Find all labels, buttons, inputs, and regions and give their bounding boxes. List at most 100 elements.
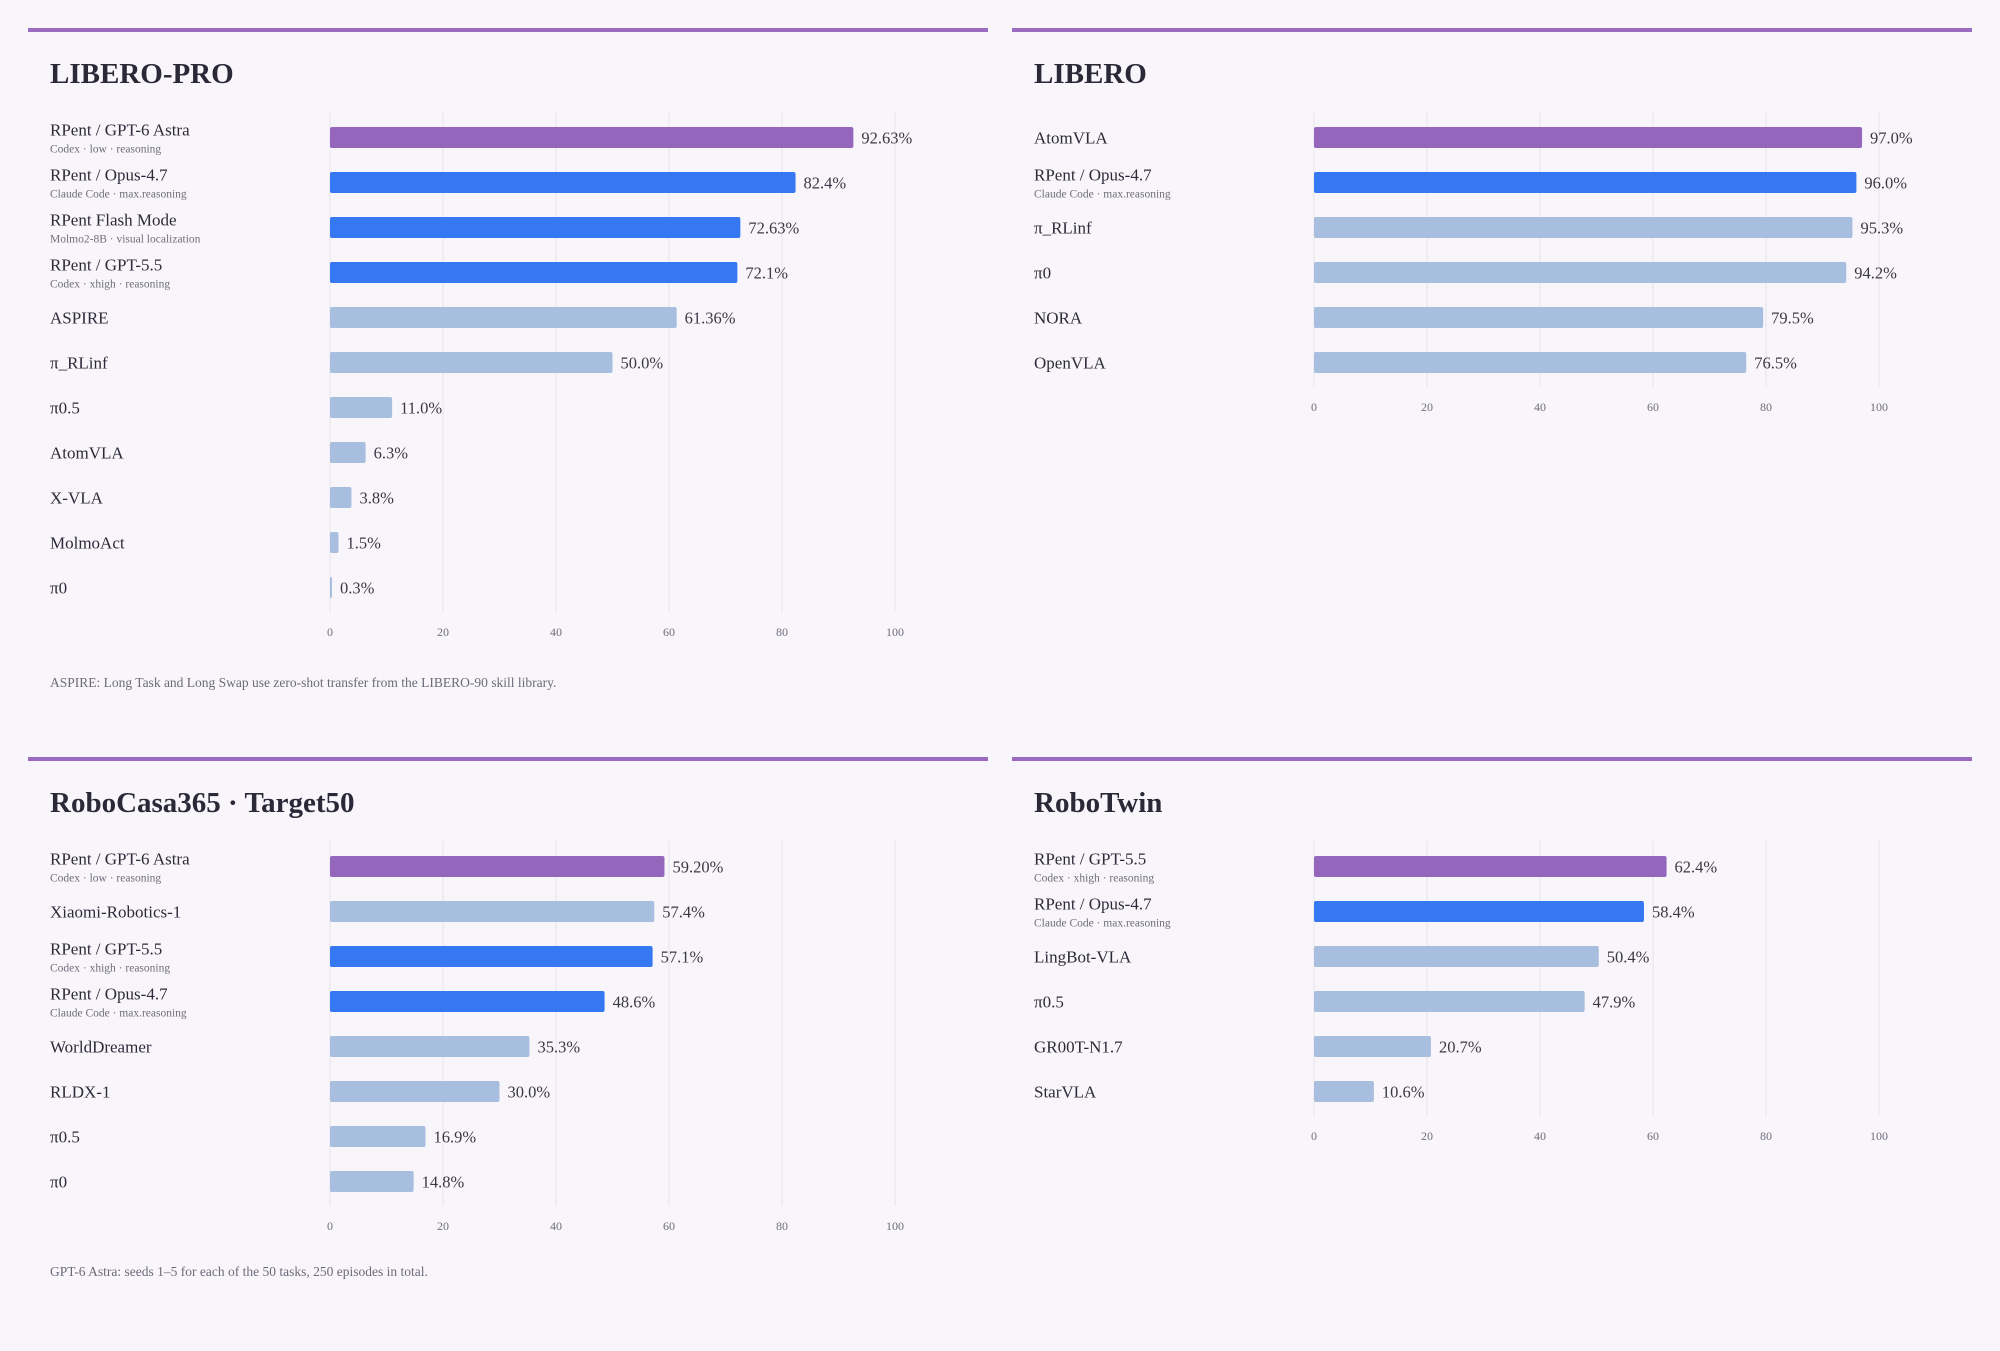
bar-label-0: π0 <box>1034 264 1051 283</box>
chart-robocasa365: 0 20 40 60 80 100 RPent / GPT-6 Astra Codex · l… <box>50 841 904 1233</box>
bar-rpent-flash-mode <box>330 217 741 238</box>
x-tick-label: 40 <box>550 1219 562 1233</box>
value-label-rpent-flash-mode: 72.63% <box>748 219 799 238</box>
value-label-molmoact: 1.5% <box>346 534 381 553</box>
x-tick-label: 80 <box>1760 400 1772 414</box>
panel-rule <box>1012 28 1972 32</box>
x-tick-label: 100 <box>1870 400 1888 414</box>
chart-footnote: GPT-6 Astra: seeds 1–5 for each of the 5… <box>50 1264 428 1279</box>
x-tick-label: 0 <box>327 625 333 639</box>
chart-title: LIBERO-PRO <box>50 58 234 90</box>
value-label-worlddreamer: 35.3% <box>537 1038 580 1057</box>
value-label-rpent-opus-4-7: 48.6% <box>613 993 656 1012</box>
value-label-atomvla: 97.0% <box>1870 129 1913 148</box>
bar-label-0-5: π0.5 <box>50 399 80 418</box>
x-tick-label: 100 <box>886 625 904 639</box>
x-tick-label: 20 <box>1421 400 1433 414</box>
bar-label-rpent-gpt-5-5: RPent / GPT-5.5 <box>1034 850 1146 869</box>
bar-label-0: π0 <box>50 1173 67 1192</box>
value-label-lingbot-vla: 50.4% <box>1607 948 1650 967</box>
bar-lingbot-vla <box>1314 946 1599 967</box>
bar-rlinf <box>1314 217 1853 238</box>
bar-label-rpent-opus-4-7: RPent / Opus-4.7 <box>1034 166 1152 185</box>
value-label-rpent-gpt-5-5: 72.1% <box>745 264 788 283</box>
bar-0 <box>1314 262 1847 283</box>
bar-sublabel-rpent-flash-mode: Molmo2-8B · visual localization <box>50 234 201 246</box>
bar-label-x-vla: X-VLA <box>50 489 104 508</box>
value-label-rldx-1: 30.0% <box>508 1083 551 1102</box>
x-tick-label: 60 <box>663 1219 675 1233</box>
bar-label-openvla: OpenVLA <box>1034 354 1106 373</box>
value-label-rlinf: 95.3% <box>1860 219 1903 238</box>
chart-panel-libero-pro: LIBERO-PRO 0 20 40 60 80 100 RPent / GPT-6 Ast… <box>28 28 988 708</box>
bar-0-5 <box>1314 991 1585 1012</box>
value-label-0-5: 11.0% <box>400 399 442 418</box>
value-label-gr00t-n1-7: 20.7% <box>1439 1038 1482 1057</box>
bar-openvla <box>1314 352 1747 373</box>
bar-rpent-gpt-5-5 <box>1314 856 1667 877</box>
value-label-rpent-gpt-6-astra: 92.63% <box>861 129 912 148</box>
value-label-0: 94.2% <box>1854 264 1897 283</box>
x-tick-label: 60 <box>1647 1129 1659 1143</box>
bar-sublabel-rpent-opus-4-7: Claude Code · max.reasoning <box>1034 189 1171 201</box>
bar-0-5 <box>330 397 393 418</box>
bar-0-5 <box>330 1126 426 1147</box>
x-tick-label: 40 <box>1534 400 1546 414</box>
bar-rpent-opus-4-7 <box>330 991 605 1012</box>
bar-sublabel-rpent-opus-4-7: Claude Code · max.reasoning <box>50 189 187 201</box>
bar-label-atomvla: AtomVLA <box>1034 129 1108 148</box>
chart-footnote: ASPIRE: Long Task and Long Swap use zero… <box>50 675 557 690</box>
bar-rlinf <box>330 352 613 373</box>
value-label-atomvla: 6.3% <box>374 444 409 463</box>
bar-0 <box>330 577 332 598</box>
value-label-rpent-opus-4-7: 96.0% <box>1864 174 1907 193</box>
bar-atomvla <box>330 442 366 463</box>
bar-label-0-5: π0.5 <box>1034 993 1064 1012</box>
x-tick-label: 80 <box>776 625 788 639</box>
bar-label-0: π0 <box>50 579 67 598</box>
bar-gr00t-n1-7 <box>1314 1036 1431 1057</box>
chart-title: RoboCasa365 · Target50 <box>50 787 355 819</box>
value-label-rpent-gpt-5-5: 57.1% <box>661 948 704 967</box>
bar-label-atomvla: AtomVLA <box>50 444 124 463</box>
x-tick-label: 40 <box>1534 1129 1546 1143</box>
bar-label-rpent-opus-4-7: RPent / Opus-4.7 <box>1034 895 1152 914</box>
value-label-0: 0.3% <box>340 579 375 598</box>
value-label-0-5: 47.9% <box>1593 993 1636 1012</box>
value-label-rpent-opus-4-7: 58.4% <box>1652 903 1695 922</box>
bar-rpent-gpt-6-astra <box>330 127 854 148</box>
chart-panel-libero: LIBERO 0 20 40 60 80 100 AtomVLA 97.0% RPent / O… <box>1012 28 1972 448</box>
bar-starvla <box>1314 1081 1374 1102</box>
bar-atomvla <box>1314 127 1863 148</box>
bar-label-rpent-opus-4-7: RPent / Opus-4.7 <box>50 985 168 1004</box>
bar-label-lingbot-vla: LingBot-VLA <box>1034 948 1132 967</box>
chart-robotwin: 0 20 40 60 80 100 RPent / GPT-5.5 Codex · xhigh… <box>1034 841 1888 1143</box>
panel-rule <box>28 28 988 32</box>
bar-sublabel-rpent-gpt-5-5: Codex · xhigh · reasoning <box>50 963 170 975</box>
value-label-xiaomi-robotics-1: 57.4% <box>662 903 705 922</box>
value-label-rpent-gpt-6-astra: 59.20% <box>672 858 723 877</box>
bar-sublabel-rpent-gpt-6-astra: Codex · low · reasoning <box>50 144 161 156</box>
value-label-x-vla: 3.8% <box>359 489 394 508</box>
x-tick-label: 40 <box>550 625 562 639</box>
bar-rpent-opus-4-7 <box>330 172 796 193</box>
bar-label-nora: NORA <box>1034 309 1083 328</box>
value-label-starvla: 10.6% <box>1382 1083 1425 1102</box>
bar-label-rpent-gpt-6-astra: RPent / GPT-6 Astra <box>50 850 190 869</box>
value-label-0-5: 16.9% <box>433 1128 476 1147</box>
bar-rpent-opus-4-7 <box>1314 901 1644 922</box>
bar-label-xiaomi-robotics-1: Xiaomi-Robotics-1 <box>50 903 181 922</box>
value-label-openvla: 76.5% <box>1754 354 1797 373</box>
bar-label-aspire: ASPIRE <box>50 309 109 328</box>
x-tick-label: 0 <box>327 1219 333 1233</box>
value-label-0: 14.8% <box>422 1173 465 1192</box>
x-tick-label: 100 <box>886 1219 904 1233</box>
value-label-rlinf: 50.0% <box>621 354 664 373</box>
x-tick-label: 80 <box>1760 1129 1772 1143</box>
bar-sublabel-rpent-opus-4-7: Claude Code · max.reasoning <box>50 1008 187 1020</box>
x-tick-label: 20 <box>437 1219 449 1233</box>
bar-label-rpent-gpt-5-5: RPent / GPT-5.5 <box>50 256 162 275</box>
bar-rldx-1 <box>330 1081 500 1102</box>
bar-label-worlddreamer: WorldDreamer <box>50 1038 152 1057</box>
bar-label-0-5: π0.5 <box>50 1128 80 1147</box>
